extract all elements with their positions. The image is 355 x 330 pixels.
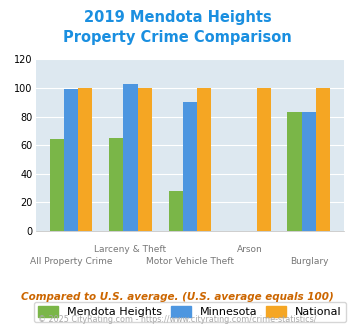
- Bar: [197, 88, 211, 231]
- Text: All Property Crime: All Property Crime: [30, 257, 112, 266]
- Text: Burglary: Burglary: [290, 257, 328, 266]
- Bar: [302, 112, 316, 231]
- Text: Motor Vehicle Theft: Motor Vehicle Theft: [146, 257, 234, 266]
- Bar: [78, 88, 92, 231]
- Bar: [316, 88, 330, 231]
- Bar: [138, 88, 152, 231]
- Legend: Mendota Heights, Minnesota, National: Mendota Heights, Minnesota, National: [34, 302, 346, 322]
- Text: Property Crime Comparison: Property Crime Comparison: [63, 30, 292, 45]
- Text: © 2025 CityRating.com - https://www.cityrating.com/crime-statistics/: © 2025 CityRating.com - https://www.city…: [38, 315, 317, 324]
- Text: Compared to U.S. average. (U.S. average equals 100): Compared to U.S. average. (U.S. average …: [21, 292, 334, 302]
- Bar: [169, 191, 183, 231]
- Bar: [109, 138, 123, 231]
- Bar: [64, 89, 78, 231]
- Bar: [288, 112, 302, 231]
- Bar: [257, 88, 271, 231]
- Bar: [50, 140, 64, 231]
- Bar: [183, 102, 197, 231]
- Bar: [123, 84, 138, 231]
- Text: 2019 Mendota Heights: 2019 Mendota Heights: [84, 10, 271, 25]
- Text: Arson: Arson: [236, 245, 262, 254]
- Text: Larceny & Theft: Larceny & Theft: [94, 245, 166, 254]
